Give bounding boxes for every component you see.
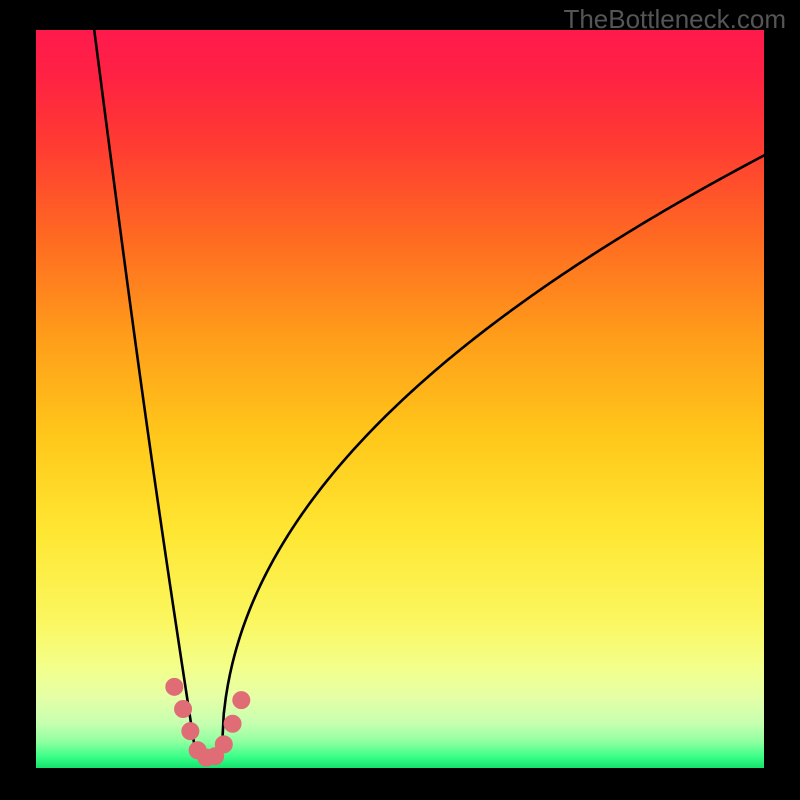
curve-layer: [36, 30, 764, 768]
chart-stage: TheBottleneck.com: [0, 0, 800, 800]
valley-markers: [166, 678, 250, 766]
valley-marker: [233, 692, 250, 709]
valley-marker: [166, 678, 183, 695]
valley-marker: [224, 715, 241, 732]
valley-marker: [215, 736, 232, 753]
watermark-text: TheBottleneck.com: [563, 4, 786, 35]
valley-marker: [182, 723, 199, 740]
bottleneck-curve: [94, 30, 764, 759]
valley-marker: [175, 700, 192, 717]
